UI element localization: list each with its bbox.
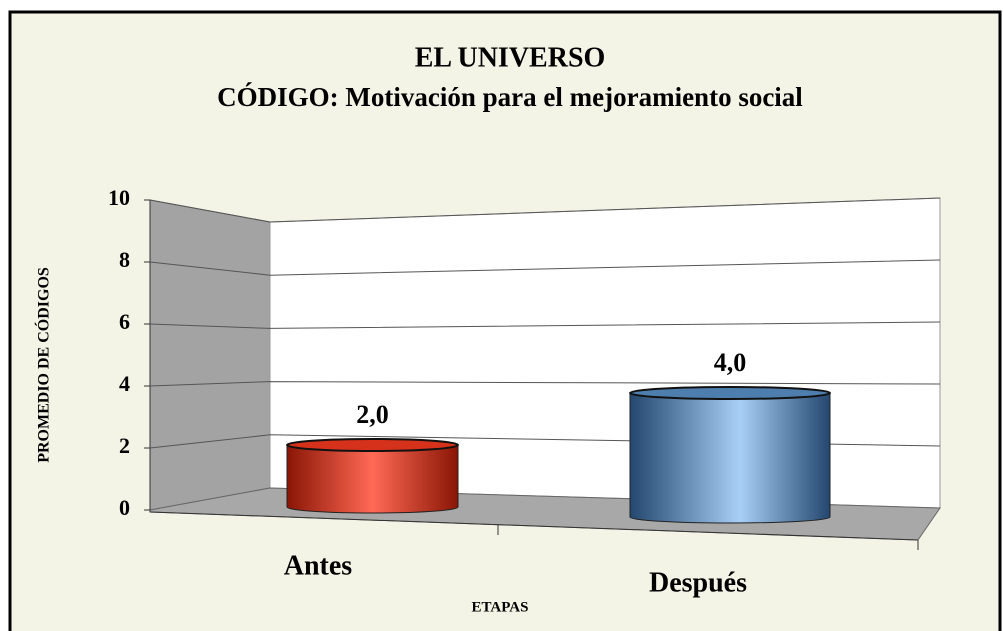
y-axis-title: PROMEDIO DE CÓDIGOS bbox=[34, 267, 53, 463]
grid-line bbox=[149, 197, 941, 223]
data-label: 2,0 bbox=[356, 400, 389, 429]
y-tick-label: 10 bbox=[108, 185, 130, 210]
y-tick-label: 6 bbox=[119, 309, 130, 334]
grid-line bbox=[149, 381, 941, 387]
bar-top bbox=[629, 386, 831, 400]
bar bbox=[286, 444, 459, 514]
data-label: 4,0 bbox=[714, 348, 747, 377]
y-tick-label: 2 bbox=[119, 433, 130, 458]
x-axis bbox=[149, 511, 919, 541]
side-wall bbox=[149, 199, 271, 511]
chart-title: EL UNIVERSO bbox=[415, 42, 606, 73]
x-tick-label: Antes bbox=[284, 550, 353, 581]
y-tick-label: 8 bbox=[119, 247, 130, 272]
grid-line bbox=[149, 321, 941, 329]
x-tick-label: Después bbox=[649, 567, 747, 598]
grid-line bbox=[149, 259, 941, 276]
chart-subtitle: CÓDIGO: Motivación para el mejoramiento … bbox=[217, 82, 803, 112]
y-tick-label: 4 bbox=[119, 371, 130, 396]
x-axis-title: ETAPAS bbox=[472, 599, 529, 615]
y-tick-label: 0 bbox=[119, 495, 130, 520]
bar bbox=[629, 392, 831, 524]
bar-top bbox=[286, 438, 459, 452]
